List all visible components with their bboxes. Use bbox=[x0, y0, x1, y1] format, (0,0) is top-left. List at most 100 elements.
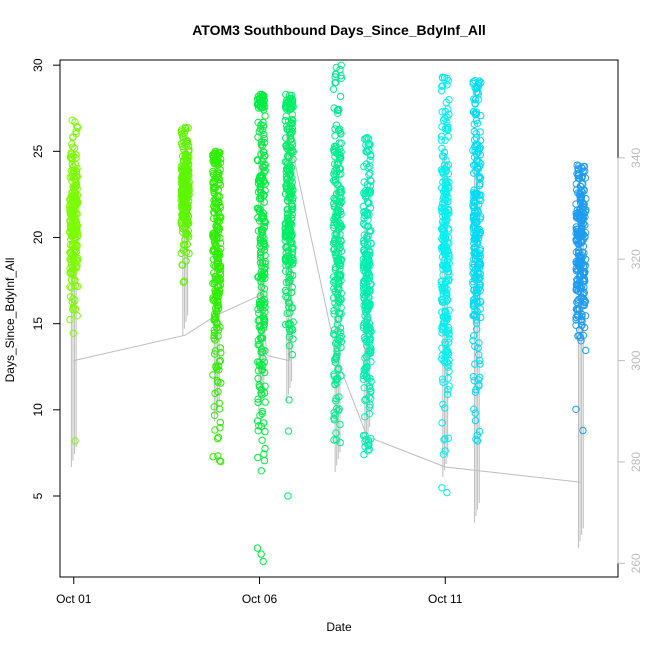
data-point bbox=[366, 349, 375, 357]
data-point bbox=[260, 419, 268, 427]
data-point bbox=[214, 249, 223, 258]
data-point bbox=[337, 222, 345, 230]
data-point bbox=[214, 378, 222, 387]
data-point bbox=[580, 187, 588, 195]
point-cluster bbox=[209, 147, 225, 466]
data-point bbox=[333, 106, 342, 115]
data-point bbox=[470, 190, 479, 198]
data-point bbox=[333, 302, 341, 311]
data-point bbox=[473, 298, 481, 306]
data-point bbox=[470, 95, 478, 103]
data-point bbox=[181, 175, 190, 183]
data-point bbox=[184, 181, 192, 190]
data-point bbox=[443, 488, 451, 497]
data-point bbox=[66, 196, 74, 204]
data-point bbox=[471, 409, 479, 417]
data-point bbox=[261, 398, 269, 406]
data-point bbox=[257, 326, 265, 335]
data-point bbox=[469, 78, 477, 86]
data-point bbox=[253, 100, 262, 109]
data-point bbox=[183, 229, 191, 237]
data-point bbox=[259, 155, 267, 163]
data-point bbox=[441, 176, 450, 184]
data-point bbox=[332, 280, 340, 289]
data-point bbox=[215, 399, 224, 407]
data-point bbox=[258, 306, 267, 314]
data-point bbox=[258, 227, 266, 236]
data-point bbox=[442, 348, 450, 357]
data-point bbox=[284, 98, 293, 106]
data-point bbox=[476, 174, 485, 183]
data-point bbox=[440, 436, 448, 444]
data-point bbox=[477, 213, 485, 221]
data-point bbox=[475, 351, 483, 359]
data-point bbox=[441, 249, 449, 258]
data-point bbox=[578, 312, 586, 321]
data-point bbox=[213, 435, 222, 443]
data-point bbox=[185, 186, 193, 194]
data-point bbox=[336, 128, 344, 136]
data-point bbox=[286, 166, 294, 174]
data-point bbox=[285, 396, 293, 404]
data-point bbox=[437, 278, 445, 286]
data-point bbox=[70, 277, 79, 285]
data-point bbox=[336, 92, 345, 101]
data-point bbox=[209, 453, 217, 461]
data-point bbox=[475, 427, 484, 436]
data-point bbox=[185, 153, 193, 162]
data-point bbox=[472, 232, 480, 240]
data-point bbox=[445, 326, 453, 334]
data-point bbox=[471, 266, 479, 274]
data-point bbox=[476, 360, 484, 368]
data-point bbox=[261, 217, 269, 226]
data-point bbox=[331, 70, 340, 78]
data-point bbox=[177, 139, 186, 148]
data-point bbox=[332, 405, 341, 413]
data-point bbox=[283, 158, 291, 166]
data-point bbox=[211, 204, 219, 212]
data-point bbox=[216, 276, 225, 284]
data-point bbox=[476, 281, 484, 289]
point-cluster bbox=[66, 116, 82, 445]
data-point bbox=[362, 337, 371, 345]
data-point bbox=[438, 144, 446, 153]
data-point bbox=[210, 209, 219, 217]
x-tick-label: Oct 11 bbox=[428, 592, 463, 606]
data-point bbox=[285, 342, 294, 350]
data-point bbox=[469, 169, 478, 177]
data-point bbox=[575, 283, 584, 292]
data-point bbox=[438, 296, 447, 304]
data-point bbox=[331, 240, 340, 248]
data-point bbox=[254, 156, 262, 165]
data-point bbox=[215, 198, 223, 207]
data-point bbox=[438, 484, 446, 492]
data-point bbox=[73, 122, 81, 131]
data-point bbox=[473, 431, 481, 439]
data-point bbox=[260, 290, 268, 298]
chart-title: ATOM3 Southbound Days_Since_BdyInf_All bbox=[192, 22, 486, 38]
data-point bbox=[254, 305, 262, 313]
data-point bbox=[216, 356, 225, 365]
data-point bbox=[255, 104, 263, 112]
data-point bbox=[72, 179, 80, 187]
data-point bbox=[574, 189, 582, 197]
data-point bbox=[365, 146, 373, 154]
data-point bbox=[443, 390, 452, 399]
data-point bbox=[214, 433, 223, 441]
data-point bbox=[439, 400, 447, 408]
data-point bbox=[211, 310, 219, 318]
data-point bbox=[575, 174, 584, 182]
data-point bbox=[441, 340, 450, 349]
point-cluster bbox=[469, 77, 485, 445]
data-point bbox=[289, 148, 297, 156]
data-point bbox=[470, 153, 479, 162]
data-point bbox=[289, 271, 297, 280]
data-point bbox=[289, 335, 297, 343]
data-point bbox=[336, 189, 344, 197]
data-point bbox=[440, 242, 449, 251]
data-point bbox=[439, 187, 448, 196]
data-point bbox=[215, 366, 223, 374]
data-point bbox=[214, 388, 222, 396]
data-point bbox=[581, 277, 589, 285]
data-point bbox=[363, 240, 372, 248]
